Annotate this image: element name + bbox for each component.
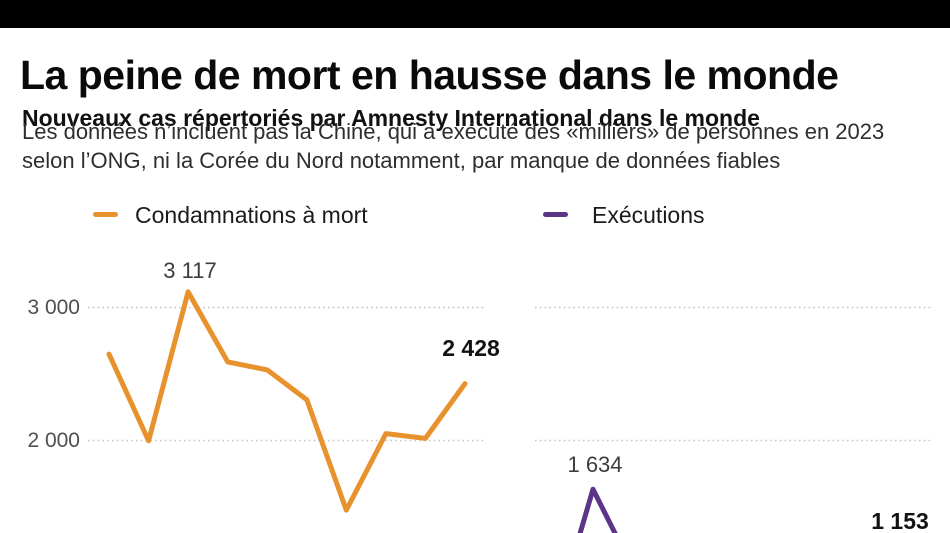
top-black-bar — [0, 0, 950, 28]
legend-swatch-executions — [543, 212, 568, 217]
description-line-2: selon l’ONG, ni la Corée du Nord notamme… — [22, 148, 781, 173]
value-label-last-condamnations: 2 428 — [442, 335, 500, 361]
value-label-peak-condamnations: 3 117 — [163, 258, 217, 283]
y-axis-tick-3000: 3 000 — [27, 296, 80, 319]
page-title: La peine de mort en hausse dans le monde — [20, 52, 839, 99]
y-axis-tick-2000: 2 000 — [27, 429, 80, 452]
legend-label-executions: Exécutions — [592, 202, 705, 228]
chart-subtitle: Nouveaux cas répertoriés par Amnesty Int… — [22, 105, 760, 132]
chart-description: Les données n’incluent pas la Chine, qui… — [22, 117, 884, 175]
legend-label-condamnations: Condamnations à mort — [135, 202, 368, 228]
legend-swatch-condamnations — [93, 212, 118, 217]
value-label-last-executions: 1 153 — [871, 508, 929, 533]
description-line-1: Les données n’incluent pas la Chine, qui… — [22, 119, 885, 144]
value-label-peak-executions: 1 634 — [567, 452, 623, 477]
